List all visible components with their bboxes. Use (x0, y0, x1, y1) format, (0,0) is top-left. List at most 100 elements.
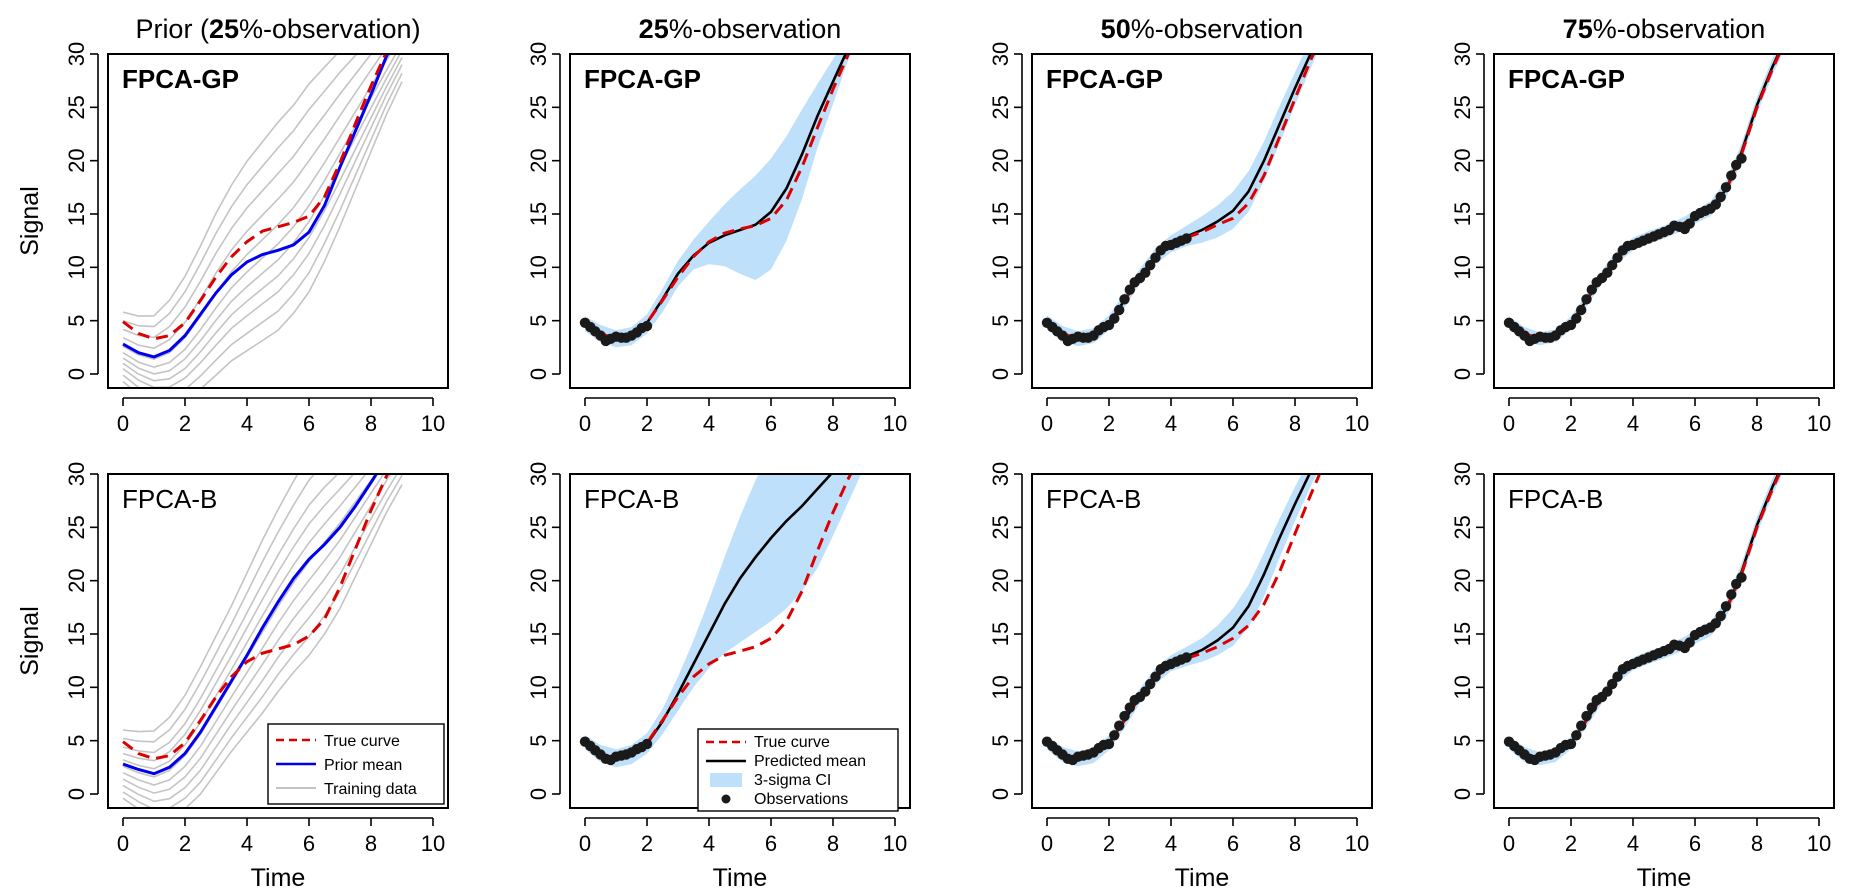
column-title-post: %-observation (1131, 14, 1304, 44)
x-tick-label: 2 (179, 831, 191, 856)
x-tick-label: 6 (303, 411, 315, 436)
y-tick-label: 30 (988, 462, 1013, 486)
y-tick-label: 30 (526, 42, 551, 66)
training-curve (122, 474, 316, 743)
y-tick-label: 25 (64, 515, 89, 539)
y-tick-label: 10 (1450, 675, 1475, 699)
column-title-pre: Prior ( (135, 14, 209, 44)
y-tick-label: 0 (64, 788, 89, 800)
panel-plot-area (1041, 54, 1317, 347)
panel: 0 2 4 6 8 10 0 5 10 15 20 25 30 FPCA-GP Signal (16, 42, 449, 436)
panel-method-label: FPCA-GP (584, 64, 701, 94)
x-tick-label: 10 (421, 411, 445, 436)
observation-point (1602, 686, 1613, 697)
y-tick-label: 10 (988, 255, 1013, 279)
observation-point (1581, 294, 1592, 305)
observation-point (1720, 182, 1732, 193)
x-tick-label: 0 (1041, 411, 1053, 436)
observation-point (1736, 572, 1747, 583)
y-tick-label: 20 (526, 568, 551, 592)
x-tick-label: 10 (1345, 411, 1369, 436)
y-tick-label: 5 (988, 315, 1013, 327)
y-tick-label: 30 (1450, 42, 1475, 66)
observation-point (1114, 720, 1125, 731)
panel: 0 2 4 6 8 10 0 5 10 15 20 25 30 FPCA-B Signal Time True … (16, 462, 449, 892)
observation-point (1181, 652, 1192, 663)
observation-point (1140, 686, 1151, 697)
y-tick-label: 5 (526, 735, 551, 747)
prior-mean-line (122, 54, 390, 359)
x-tick-label: 4 (703, 831, 715, 856)
x-tick-label: 10 (1807, 411, 1831, 436)
y-tick-label: 15 (1450, 202, 1475, 226)
observation-point (1145, 260, 1156, 271)
observation-point (1150, 252, 1161, 263)
y-tick-label: 30 (64, 462, 89, 486)
column-title: 25%-observation (639, 14, 842, 44)
x-tick-label: 6 (1689, 411, 1701, 436)
x-tick-label: 4 (703, 411, 715, 436)
y-tick-label: 10 (1450, 255, 1475, 279)
legend-swatch (710, 773, 742, 787)
y-tick-label: 0 (526, 788, 551, 800)
training-curve (122, 474, 385, 786)
observation-point (1571, 730, 1582, 741)
observation-point (1684, 218, 1695, 229)
observation-point (1109, 313, 1120, 324)
x-tick-label: 10 (883, 831, 907, 856)
y-axis-title: Signal (16, 606, 44, 676)
x-axis-title: Time (1637, 864, 1692, 892)
x-tick-label: 0 (579, 831, 591, 856)
ci-band (585, 474, 862, 768)
x-tick-label: 2 (1103, 411, 1115, 436)
x-tick-label: 2 (1565, 411, 1577, 436)
x-tick-label: 2 (641, 831, 653, 856)
y-tick-label: 5 (988, 735, 1013, 747)
panel-method-label: FPCA-GP (1046, 64, 1163, 94)
panel-method-label: FPCA-GP (1508, 64, 1625, 94)
x-tick-label: 2 (641, 411, 653, 436)
training-curve (122, 64, 403, 388)
x-tick-label: 2 (1103, 831, 1115, 856)
column-title: 50%-observation (1101, 14, 1304, 44)
panel-frame (569, 53, 911, 389)
x-axis-title: Time (713, 864, 768, 892)
panel-frame (1031, 53, 1373, 389)
true-curve-line (1046, 54, 1316, 341)
column-title: 75%-observation (1563, 14, 1766, 44)
observation-point (1715, 191, 1726, 203)
panel-frame (1493, 53, 1835, 389)
x-tick-label: 6 (765, 411, 777, 436)
x-tick-label: 4 (1165, 411, 1177, 436)
training-curve (122, 54, 392, 360)
panel-plot-area (1503, 474, 1783, 766)
y-tick-label: 10 (526, 255, 551, 279)
column-title-bold: 25 (209, 14, 239, 44)
column-title-post: %-observation (1593, 14, 1766, 44)
observation-point (1119, 710, 1130, 722)
observation-point (1726, 170, 1737, 181)
observation-point (1576, 720, 1587, 731)
y-tick-label: 15 (64, 622, 89, 646)
y-tick-label: 30 (64, 42, 89, 66)
column-title: Prior (25%-observation) (135, 14, 420, 44)
observation-point (1710, 199, 1722, 210)
x-tick-label: 8 (827, 831, 839, 856)
true-curve-line (122, 474, 390, 761)
y-tick-label: 25 (64, 95, 89, 119)
observation-point (1715, 610, 1726, 622)
y-tick-label: 10 (64, 255, 89, 279)
x-tick-label: 10 (1345, 831, 1369, 856)
y-tick-label: 5 (64, 315, 89, 327)
y-tick-label: 25 (1450, 515, 1475, 539)
observation-point (1119, 294, 1130, 305)
observation-point (1612, 671, 1623, 682)
panel: 0 2 4 6 8 10 0 5 10 15 20 25 30 FPCA-B Time (988, 462, 1373, 892)
observation-point (641, 738, 653, 750)
y-tick-label: 5 (1450, 315, 1475, 327)
observation-point (1612, 252, 1623, 263)
y-tick-label: 10 (64, 675, 89, 699)
x-tick-label: 4 (241, 831, 253, 856)
legend-label: Prior mean (324, 757, 402, 774)
